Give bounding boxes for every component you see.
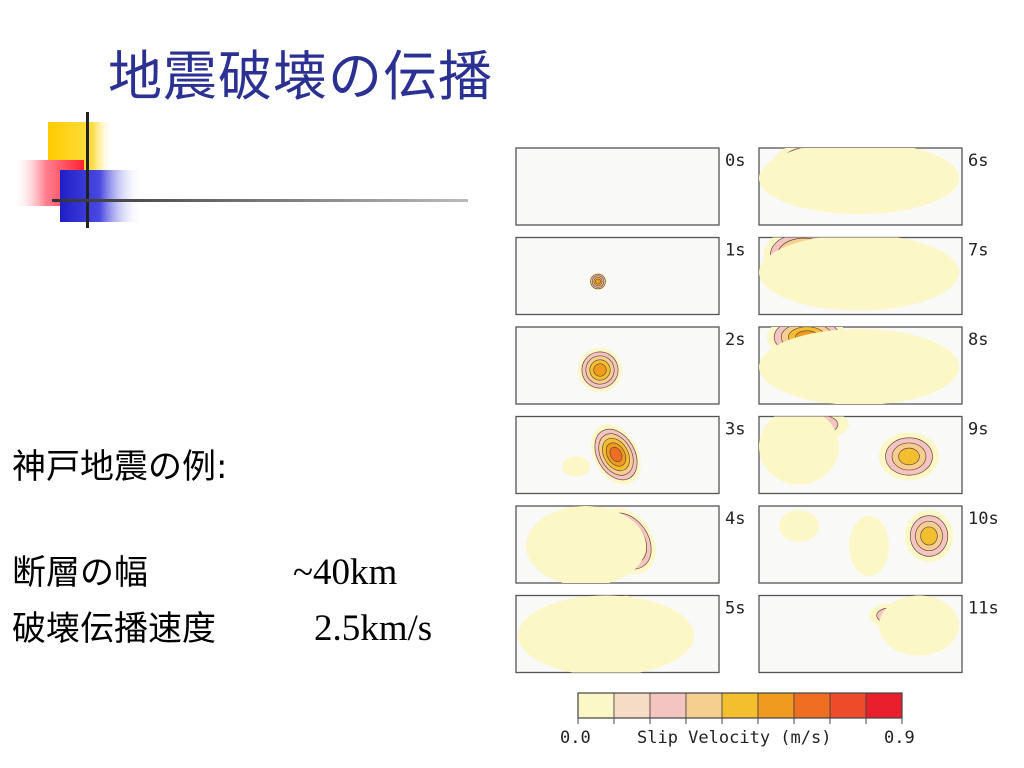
time-label: 5s: [725, 599, 745, 619]
snapshots-svg: 0s 1s 2s 3s 4s 5s 6s 7s 8s 9s 10s 11s 0.0 Slip Velo…: [515, 147, 999, 748]
rupture-snapshots-figure: 0s 1s 2s 3s 4s 5s 6s 7s 8s 9s 10s 11s 0.0 Slip Velo…: [500, 135, 1020, 760]
vertical-rule: [86, 112, 89, 228]
time-label: 8s: [968, 330, 988, 350]
colorbar-frame: [577, 692, 903, 719]
contour-level: [526, 506, 646, 583]
time-label: 3s: [725, 420, 745, 440]
time-label: 4s: [725, 509, 745, 529]
snapshot-panel: 2s: [515, 326, 745, 405]
colorbar-swatch: [829, 692, 867, 719]
time-label: 2s: [725, 330, 745, 350]
slip-contours: [518, 595, 694, 673]
time-label: 1s: [725, 241, 745, 261]
colorbar-max-label: 0.9: [884, 728, 915, 748]
page-title: 地震破壊の伝播: [108, 45, 493, 108]
contour-level: [759, 329, 959, 404]
time-label: 10s: [968, 509, 999, 529]
slip-contours: [779, 510, 953, 576]
time-label: 9s: [968, 420, 988, 440]
contour-level: [759, 237, 959, 311]
slip-contours: [869, 595, 959, 656]
contour-level: [849, 516, 889, 576]
colorbar-swatch: [613, 692, 651, 719]
snapshot-frame: [515, 147, 720, 226]
contour-level: [898, 447, 920, 466]
snapshot-panel: 8s: [758, 326, 988, 405]
colorbar-axis-label: Slip Velocity (m/s): [637, 728, 831, 748]
snapshot-panel: 10s: [758, 505, 999, 584]
contour-level: [759, 148, 959, 214]
slip-contours: [589, 272, 607, 291]
slip-contours: [562, 424, 641, 485]
colorbar-swatch: [577, 692, 615, 719]
blue-square: [60, 170, 140, 222]
rupture-speed-value: 2.5km/s: [314, 610, 432, 647]
colorbar-swatches: [577, 692, 903, 724]
decorative-squares: [14, 112, 468, 228]
snapshot-panel: 7s: [758, 236, 988, 316]
snapshot-panel: 6s: [758, 147, 988, 226]
snapshot-panels: 0s 1s 2s 3s 4s 5s 6s 7s 8s 9s 10s 11s: [515, 147, 999, 674]
slip-contours: [526, 506, 656, 583]
fault-width-value: ~40km: [293, 554, 397, 591]
slip-contours: [759, 148, 959, 214]
colorbar-min-label: 0.0: [560, 728, 591, 748]
snapshot-panel: 0s: [515, 147, 745, 226]
snapshot-panel: 4s: [515, 505, 745, 584]
fault-width-label: 断層の幅: [12, 553, 148, 593]
contour-level: [879, 595, 959, 656]
contour-level: [518, 595, 694, 673]
time-label: 11s: [968, 599, 999, 619]
contour-level: [609, 446, 623, 463]
colorbar-swatch: [865, 692, 903, 719]
snapshot-panel: 11s: [758, 594, 999, 674]
snapshot-panel: 5s: [515, 594, 745, 674]
slip-contours: [578, 348, 622, 392]
colorbar: 0.0 Slip Velocity (m/s) 0.9: [560, 692, 915, 748]
slip-contours: [759, 237, 959, 311]
contour-level: [562, 456, 590, 477]
contour-level: [595, 278, 601, 285]
colorbar-swatch: [757, 692, 795, 719]
time-label: 0s: [725, 151, 745, 171]
slip-contours: [759, 327, 959, 404]
horizontal-rule: [52, 199, 468, 202]
snapshot-frame: [758, 594, 963, 674]
time-label: 6s: [968, 151, 988, 171]
contour-level: [779, 510, 819, 542]
contour-level: [593, 363, 607, 377]
snapshot-panel: 1s: [515, 236, 745, 316]
colorbar-swatch: [649, 692, 687, 719]
time-label: 7s: [968, 241, 988, 261]
example-heading: 神戸地震の例:: [12, 447, 228, 487]
snapshot-frame: [515, 236, 720, 316]
contour-level: [759, 416, 839, 485]
rupture-speed-label: 破壊伝播速度: [12, 609, 216, 649]
fault-width-number: ~40km: [293, 552, 398, 593]
colorbar-swatch: [685, 692, 723, 719]
contour-level: [920, 526, 938, 546]
colorbar-swatch: [721, 692, 759, 719]
colorbar-swatch: [793, 692, 831, 719]
rupture-speed-number: 2.5km/s: [314, 608, 433, 649]
snapshot-panel: 3s: [515, 415, 745, 495]
snapshot-panel: 9s: [758, 415, 988, 495]
slip-contours: [759, 416, 939, 485]
